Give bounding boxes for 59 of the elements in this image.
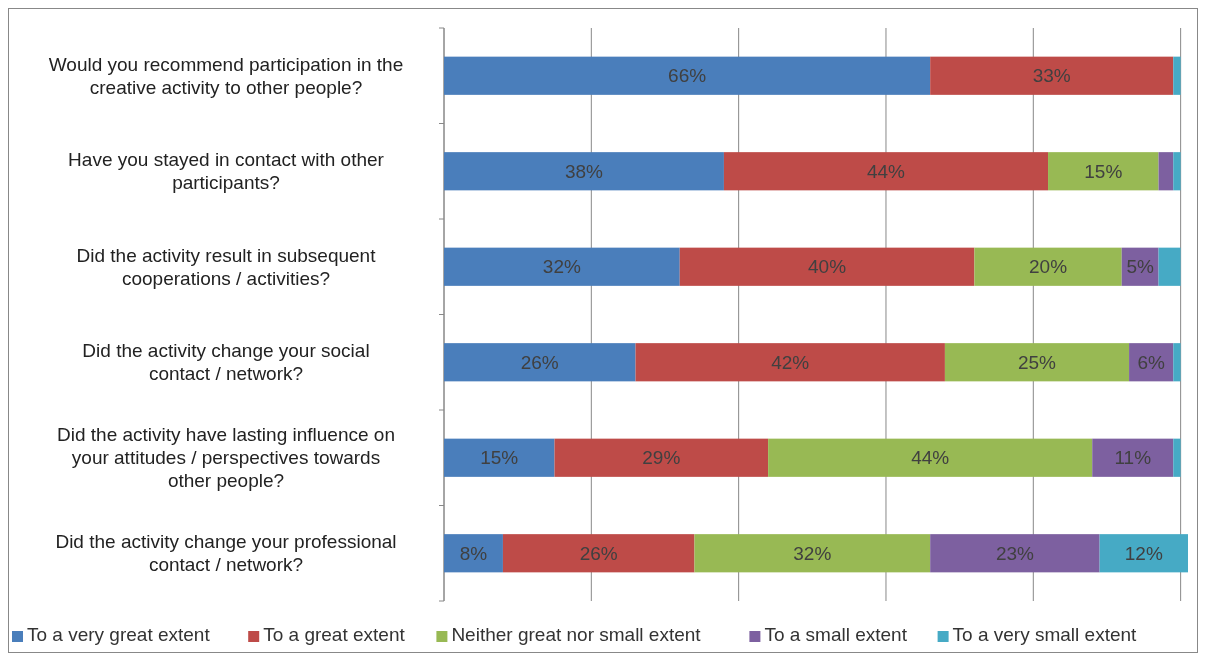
bar (1099, 534, 1188, 573)
bar (502, 534, 695, 573)
y-tick-label: Did the activity have lasting influence on your attitudes / perspectives towards other people? (57, 424, 395, 492)
bar (1092, 438, 1174, 477)
legend-label: To a small extent (764, 624, 908, 645)
bar (930, 534, 1100, 573)
data-label: 11% (1114, 447, 1152, 469)
bar (723, 152, 1049, 191)
bar (635, 343, 945, 382)
bar (944, 343, 1130, 382)
data-label: 26% (520, 351, 559, 373)
bar (554, 438, 769, 477)
data-label: 33% (1032, 65, 1071, 87)
data-label: 15% (480, 447, 519, 469)
bar (444, 152, 724, 191)
data-label: 20% (1029, 256, 1068, 278)
bar (444, 534, 503, 573)
data-label: 5% (1126, 256, 1154, 278)
bar (1173, 56, 1181, 95)
legend-label: To a very small extent (952, 624, 1138, 645)
data-label: 40% (808, 256, 847, 278)
y-tick-label: Did the activity change your professional contact / network? (55, 531, 397, 576)
legend-label: To a very great extent (27, 624, 211, 645)
bar (930, 56, 1174, 95)
y-tick-label: Did the activity result in subsequent cooperations / activities? (76, 244, 377, 289)
data-label: 32% (542, 256, 581, 278)
bar (444, 56, 931, 95)
bar (694, 534, 931, 573)
bar (1158, 152, 1174, 191)
bar (1158, 247, 1181, 286)
bar (1173, 438, 1181, 477)
data-label: 44% (911, 447, 950, 469)
data-label: 26% (579, 542, 618, 564)
data-label: 42% (771, 351, 810, 373)
data-label: 8% (459, 542, 488, 564)
bar (444, 247, 680, 286)
data-label: 66% (668, 65, 707, 87)
data-label: 23% (995, 542, 1035, 564)
legend-label: To a great extent (263, 624, 406, 645)
bar (444, 343, 636, 382)
y-tick-label: Have you stayed in contact with other participants? (68, 149, 385, 194)
bar (1173, 343, 1181, 382)
legend-label: Neither great nor small extent (451, 624, 702, 645)
bar (974, 247, 1122, 286)
bar (768, 438, 1093, 477)
data-label: 12% (1124, 542, 1163, 564)
bar (679, 247, 975, 286)
data-label: 44% (866, 160, 906, 182)
bar (1048, 152, 1159, 191)
data-label: 29% (642, 447, 681, 469)
data-label: 25% (1017, 351, 1057, 373)
data-label: 32% (793, 542, 832, 564)
y-tick-label: Would you recommend participation in the creative activity to other people? (48, 53, 404, 98)
bar (444, 438, 555, 477)
bar (1173, 152, 1181, 191)
y-tick-label: Did the activity change your social contact / network? (82, 340, 370, 385)
data-label: 38% (564, 160, 604, 182)
data-label: 15% (1084, 160, 1123, 182)
data-label: 6% (1137, 351, 1165, 373)
